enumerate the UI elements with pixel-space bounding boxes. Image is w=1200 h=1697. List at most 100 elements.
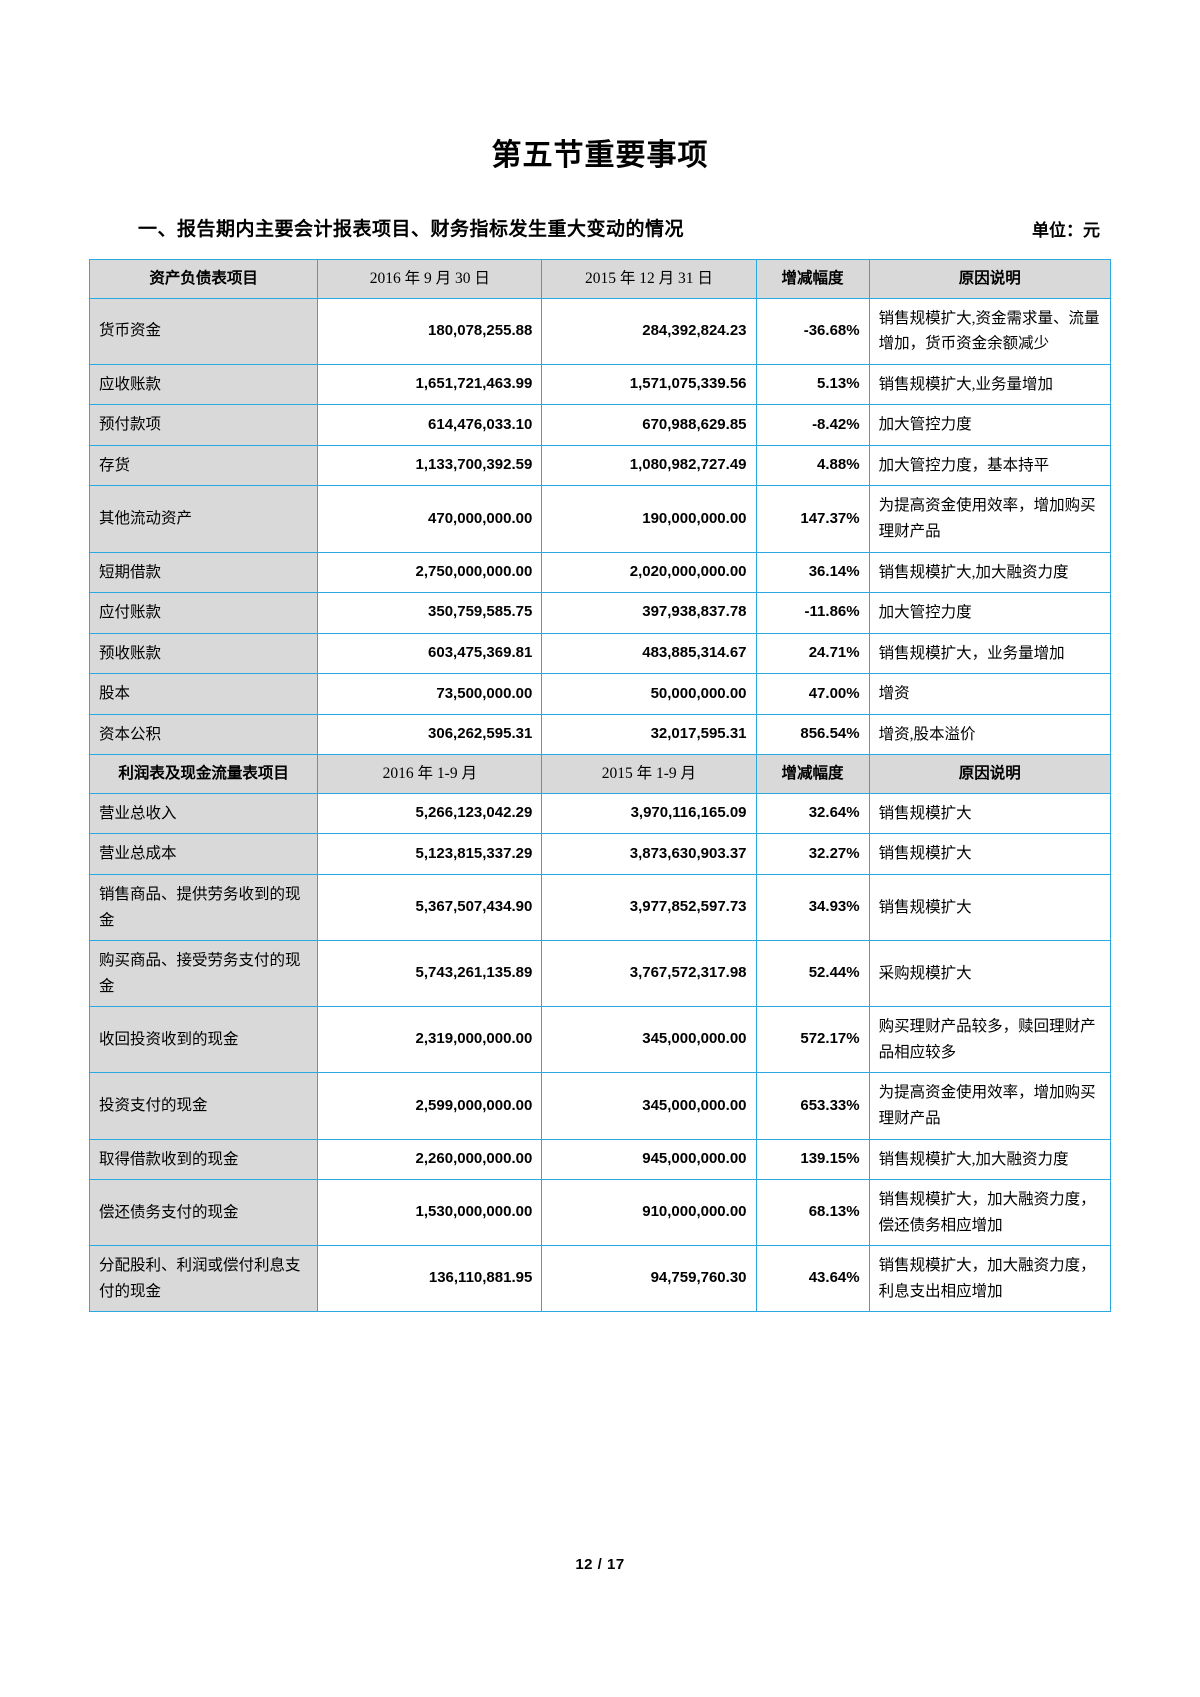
table-row: 短期借款 2,750,000,000.00 2,020,000,000.00 36.1… [88, 551, 1112, 594]
balance-sheet-header-col1: 2016 年 9 月 30 日 [317, 259, 543, 299]
cell-pct: 68.13% [755, 1179, 870, 1247]
cell-item: 存货 [88, 444, 319, 487]
page-footer: 12 / 17 [575, 1556, 625, 1573]
cell-item: 购买商品、接受劳务支付的现金 [88, 940, 319, 1008]
cell-why: 为提高资金使用效率，增加购买理财产品 [868, 485, 1112, 553]
cell-pct: -11.86% [755, 592, 870, 634]
cell-v2: 483,885,314.67 [541, 632, 757, 675]
cell-item: 营业总成本 [88, 833, 319, 875]
cell-v2: 3,970,116,165.09 [541, 792, 757, 835]
cell-v2: 670,988,629.85 [541, 404, 757, 446]
cell-why: 销售规模扩大,资金需求量、流量增加，货币资金余额减少 [868, 297, 1112, 365]
cell-v2: 345,000,000.00 [541, 1072, 757, 1140]
cell-pct: 856.54% [755, 713, 870, 756]
cell-item: 预收账款 [88, 632, 319, 675]
cell-pct: 47.00% [755, 673, 870, 715]
table-row: 取得借款收到的现金 2,260,000,000.00 945,000,000.00 1… [88, 1138, 1112, 1181]
unit-note: 单位：元 [1032, 221, 1100, 240]
cell-v2: 3,873,630,903.37 [541, 833, 757, 875]
cell-v1: 5,743,261,135.89 [317, 940, 543, 1008]
cell-v2: 345,000,000.00 [541, 1006, 757, 1074]
cell-pct: 32.27% [755, 833, 870, 875]
table-row: 营业总成本 5,123,815,337.29 3,873,630,903.37 32.… [88, 833, 1112, 875]
cell-v2: 94,759,760.30 [541, 1245, 757, 1313]
cell-pct: 34.93% [755, 873, 870, 942]
cell-v2: 190,000,000.00 [541, 485, 757, 553]
balance-sheet-header-reason: 原因说明 [868, 259, 1112, 299]
cell-why: 销售规模扩大，加大融资力度，偿还债务相应增加 [868, 1179, 1112, 1247]
cell-pct: 4.88% [755, 444, 870, 487]
cell-v2: 910,000,000.00 [541, 1179, 757, 1247]
cell-why: 增资 [868, 673, 1112, 715]
cell-item: 短期借款 [88, 551, 319, 594]
section-header-row: 一、报告期内主要会计报表项目、财务指标发生重大变动的情况 单位：元 [138, 214, 1100, 241]
cell-why: 销售规模扩大,加大融资力度 [868, 551, 1112, 594]
income-cashflow-header-change: 增减幅度 [755, 754, 870, 794]
cell-item: 股本 [88, 673, 319, 715]
cell-item: 营业总收入 [88, 792, 319, 835]
cell-v2: 1,571,075,339.56 [541, 363, 757, 406]
cell-why: 加大管控力度 [868, 592, 1112, 634]
table-row: 资本公积 306,262,595.31 32,017,595.31 856.54% 增资… [88, 713, 1112, 756]
table-row: 存货 1,133,700,392.59 1,080,982,727.49 4.88% 加… [88, 444, 1112, 487]
table-row: 分配股利、利润或偿付利息支付的现金 136,110,881.95 94,759,76… [88, 1245, 1112, 1313]
table-row: 销售商品、提供劳务收到的现金 5,367,507,434.90 3,977,852,… [88, 873, 1112, 942]
table-row: 收回投资收到的现金 2,319,000,000.00 345,000,000.00 5… [88, 1006, 1112, 1074]
cell-item: 投资支付的现金 [88, 1072, 319, 1140]
cell-item: 应付账款 [88, 592, 319, 634]
table-row: 偿还债务支付的现金 1,530,000,000.00 910,000,000.00 6… [88, 1179, 1112, 1247]
cell-why: 加大管控力度，基本持平 [868, 444, 1112, 487]
cell-why: 为提高资金使用效率，增加购买理财产品 [868, 1072, 1112, 1140]
table-row: 营业总收入 5,266,123,042.29 3,970,116,165.09 32.… [88, 792, 1112, 835]
cell-v1: 73,500,000.00 [317, 673, 543, 715]
cell-why: 销售规模扩大,加大融资力度 [868, 1138, 1112, 1181]
table-row: 投资支付的现金 2,599,000,000.00 345,000,000.00 653… [88, 1072, 1112, 1140]
section-heading: 一、报告期内主要会计报表项目、财务指标发生重大变动的情况 [138, 219, 685, 240]
cell-pct: 147.37% [755, 485, 870, 553]
table-row: 购买商品、接受劳务支付的现金 5,743,261,135.89 3,767,572,… [88, 940, 1112, 1008]
cell-why: 销售规模扩大,业务量增加 [868, 363, 1112, 406]
cell-item: 资本公积 [88, 713, 319, 756]
income-cashflow-header-reason: 原因说明 [868, 754, 1112, 794]
income-cashflow-header-item: 利润表及现金流量表项目 [88, 754, 319, 794]
cell-v2: 50,000,000.00 [541, 673, 757, 715]
cell-why: 销售规模扩大，加大融资力度，利息支出相应增加 [868, 1245, 1112, 1313]
cell-pct: 139.15% [755, 1138, 870, 1181]
cell-v2: 284,392,824.23 [541, 297, 757, 365]
cell-v2: 2,020,000,000.00 [541, 551, 757, 594]
page-title: 第五节重要事项 [491, 139, 709, 172]
cell-v1: 5,123,815,337.29 [317, 833, 543, 875]
cell-why: 销售规模扩大，业务量增加 [868, 632, 1112, 675]
income-cashflow-header-col1: 2016 年 1-9 月 [317, 754, 543, 794]
income-cashflow-header: 利润表及现金流量表项目 2016 年 1-9 月 2015 年 1-9 月增减幅度原… [88, 754, 1112, 794]
cell-v1: 2,319,000,000.00 [317, 1006, 543, 1074]
cell-v2: 3,977,852,597.73 [541, 873, 757, 942]
cell-why: 购买理财产品较多，赎回理财产品相应较多 [868, 1006, 1112, 1074]
cell-v2: 3,767,572,317.98 [541, 940, 757, 1008]
cell-v1: 1,133,700,392.59 [317, 444, 543, 487]
cell-pct: 572.17% [755, 1006, 870, 1074]
cell-pct: 5.13% [755, 363, 870, 406]
cell-item: 预付款项 [88, 404, 319, 446]
cell-item: 销售商品、提供劳务收到的现金 [88, 873, 319, 942]
cell-v2: 945,000,000.00 [541, 1138, 757, 1181]
cell-why: 销售规模扩大 [868, 833, 1112, 875]
cell-pct: 24.71% [755, 632, 870, 675]
cell-item: 应收账款 [88, 363, 319, 406]
cell-item: 其他流动资产 [88, 485, 319, 553]
cell-v1: 2,750,000,000.00 [317, 551, 543, 594]
cell-v1: 1,530,000,000.00 [317, 1179, 543, 1247]
table-row: 预付款项 614,476,033.10 670,988,629.85 -8.42% 加大… [88, 404, 1112, 446]
cell-why: 加大管控力度 [868, 404, 1112, 446]
table-row: 应付账款 350,759,585.75 397,938,837.78 -11.86% 加… [88, 592, 1112, 634]
cell-item: 收回投资收到的现金 [88, 1006, 319, 1074]
cell-pct: 653.33% [755, 1072, 870, 1140]
cell-v2: 397,938,837.78 [541, 592, 757, 634]
table-row: 股本 73,500,000.00 50,000,000.00 47.00% 增资 [88, 673, 1112, 715]
cell-why: 销售规模扩大 [868, 873, 1112, 942]
cell-item: 货币资金 [88, 297, 319, 365]
balance-sheet-header: 资产负债表项目 2016 年 9 月 30 日 2015 年 12 月 31 日增减… [88, 259, 1112, 299]
cell-v1: 5,367,507,434.90 [317, 873, 543, 942]
cell-v1: 350,759,585.75 [317, 592, 543, 634]
